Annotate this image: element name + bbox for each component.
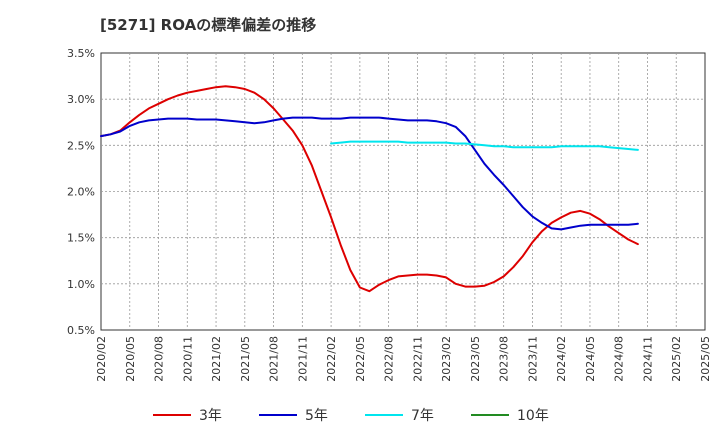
y-tick-label: 1.0% — [67, 278, 95, 291]
x-tick-label: 2021/05 — [239, 336, 252, 382]
legend-label: 3年 — [199, 408, 222, 424]
x-tick-label: 2023/02 — [440, 336, 453, 382]
y-tick-label: 2.0% — [67, 186, 95, 199]
x-tick-label: 2022/05 — [354, 336, 367, 382]
legend-label: 5年 — [305, 408, 328, 424]
x-axis: 2020/02 2020/05 2020/08 2020/11 2021/02 2021/… — [95, 336, 712, 382]
series-line-5年 — [100, 116, 639, 231]
x-tick-label: 2021/11 — [296, 336, 309, 382]
x-tick-label: 2020/11 — [181, 336, 194, 382]
y-tick-label: 1.5% — [67, 232, 95, 245]
y-tick-label: 2.5% — [67, 139, 95, 152]
x-tick-label: 2020/08 — [153, 336, 166, 382]
grid — [101, 53, 705, 330]
y-tick-label: 0.5% — [67, 324, 95, 337]
x-tick-label: 2023/11 — [526, 336, 539, 382]
y-axis: 0.5% 1.0% 1.5% 2.0% 2.5% 3.0% 3.5% — [67, 47, 95, 337]
x-tick-label: 2022/08 — [383, 336, 396, 382]
x-tick-label: 2021/08 — [268, 336, 281, 382]
series-layer — [100, 85, 639, 293]
x-tick-label: 2024/02 — [555, 336, 568, 382]
legend-label: 10年 — [517, 408, 549, 424]
chart-title: [5271] ROAの標準偏差の推移 — [100, 16, 317, 34]
legend: 3年 5年 7年 10年 — [153, 408, 549, 424]
x-tick-label: 2022/11 — [411, 336, 424, 382]
x-tick-label: 2021/02 — [210, 336, 223, 382]
x-tick-label: 2023/05 — [469, 336, 482, 382]
x-tick-label: 2022/02 — [325, 336, 338, 382]
x-tick-label: 2020/05 — [124, 336, 137, 382]
legend-label: 7年 — [411, 408, 434, 424]
x-tick-label: 2025/02 — [670, 336, 683, 382]
x-tick-label: 2025/05 — [699, 336, 712, 382]
x-tick-label: 2024/05 — [584, 336, 597, 382]
x-tick-label: 2020/02 — [95, 336, 108, 382]
y-tick-label: 3.0% — [67, 93, 95, 106]
series-line-7年 — [330, 140, 639, 151]
y-tick-label: 3.5% — [67, 47, 95, 60]
x-tick-label: 2023/08 — [498, 336, 511, 382]
x-tick-label: 2024/08 — [613, 336, 626, 382]
x-tick-label: 2024/11 — [641, 336, 654, 382]
